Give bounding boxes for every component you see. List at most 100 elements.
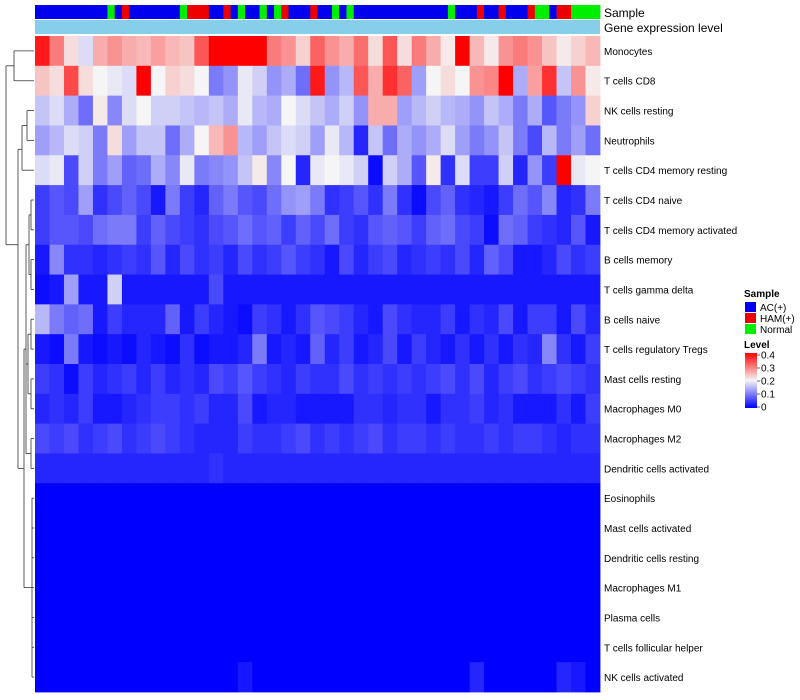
heatmap-cell xyxy=(252,572,268,603)
heatmap-cell xyxy=(150,185,166,216)
heatmap-cell xyxy=(223,125,239,156)
heatmap-cell xyxy=(78,423,94,454)
heatmap-cell xyxy=(542,36,557,67)
heatmap-cell xyxy=(571,602,586,633)
heatmap-cell xyxy=(469,214,485,246)
heatmap-cell xyxy=(353,393,369,425)
heatmap-cell xyxy=(107,334,123,365)
heatmap-cell xyxy=(498,393,514,425)
heatmap-cell xyxy=(571,125,586,156)
heatmap-cell xyxy=(78,572,94,603)
heatmap-cell xyxy=(107,542,123,574)
heatmap-cell xyxy=(397,65,413,97)
heatmap-cell xyxy=(368,125,384,156)
heatmap-cell xyxy=(107,185,123,216)
heatmap-cell xyxy=(455,185,471,216)
heatmap-cell xyxy=(527,453,543,484)
heatmap-cell xyxy=(208,185,224,216)
heatmap-cell xyxy=(63,244,79,275)
heatmap-cell xyxy=(121,185,137,216)
sample-annotation-cell xyxy=(266,5,275,19)
heatmap-cell xyxy=(353,602,369,633)
sample-annotation-cell xyxy=(324,5,333,19)
heatmap-cell xyxy=(150,453,166,484)
heatmap-cell xyxy=(484,542,499,574)
heatmap-cell xyxy=(223,214,239,246)
heatmap-cell xyxy=(165,304,181,335)
heatmap-cell xyxy=(194,185,210,216)
heatmap-cell xyxy=(281,244,297,275)
heatmap-cell xyxy=(92,393,108,425)
heatmap-cell xyxy=(107,483,123,514)
heatmap-cell xyxy=(150,155,166,186)
heatmap-cell xyxy=(179,572,195,603)
heatmap-cell xyxy=(150,572,166,603)
heatmap-cell xyxy=(382,602,398,633)
heatmap-cell xyxy=(469,632,485,663)
heatmap-cell xyxy=(571,662,586,693)
heatmap-cell xyxy=(368,662,384,693)
heatmap-cell xyxy=(455,304,471,335)
heatmap-cell xyxy=(426,364,442,395)
heatmap-cell xyxy=(252,155,268,186)
sample-annotation-cell xyxy=(63,5,72,19)
heatmap-cell xyxy=(353,155,369,186)
heatmap-cell xyxy=(92,244,108,275)
heatmap-cell xyxy=(324,274,340,305)
heatmap-cell xyxy=(295,364,311,395)
heatmap-cell xyxy=(498,542,514,574)
heatmap-cell xyxy=(527,602,543,633)
heatmap-cell xyxy=(368,423,384,454)
heatmap-cell xyxy=(35,214,50,246)
heatmap-cell xyxy=(136,334,152,365)
heatmap-cell xyxy=(121,274,137,305)
heatmap-cell xyxy=(440,274,456,305)
heatmap-cell xyxy=(527,423,543,454)
heatmap-cell xyxy=(513,364,528,395)
heatmap-cell xyxy=(49,393,65,425)
heatmap-cell xyxy=(353,542,369,574)
heatmap-cell xyxy=(382,274,398,305)
heatmap-cell xyxy=(136,483,152,514)
heatmap-cell xyxy=(295,214,311,246)
heatmap-cell xyxy=(223,662,239,693)
heatmap-cell xyxy=(208,513,224,544)
heatmap-cell xyxy=(455,65,471,97)
heatmap-cell xyxy=(382,65,398,97)
heatmap-cell xyxy=(78,662,94,693)
heatmap-cell xyxy=(136,602,152,633)
heatmap-cell xyxy=(542,542,557,574)
heatmap-cell xyxy=(324,125,340,156)
heatmap-cell xyxy=(498,95,514,126)
heatmap-cell xyxy=(49,244,65,275)
heatmap-cell xyxy=(527,36,543,67)
heatmap-cell xyxy=(252,483,268,514)
heatmap-cell xyxy=(165,423,181,454)
heatmap-cell xyxy=(165,542,181,574)
heatmap-cell xyxy=(571,274,586,305)
heatmap-cell xyxy=(527,542,543,574)
heatmap-cell xyxy=(382,334,398,365)
heatmap-cell xyxy=(513,125,528,156)
heatmap-cell xyxy=(63,572,79,603)
heatmap-cell xyxy=(411,513,427,544)
sample-annotation-cell xyxy=(556,5,565,19)
sample-annotation-cell xyxy=(237,5,246,19)
heatmap-cell xyxy=(426,155,442,186)
heatmap-cell xyxy=(571,334,586,365)
heatmap-cell xyxy=(223,632,239,663)
heatmap-cell xyxy=(208,95,224,126)
heatmap-cell xyxy=(382,304,398,335)
sample-annotation-cell xyxy=(375,5,384,19)
heatmap-cell xyxy=(92,155,108,186)
heatmap-cell xyxy=(295,632,311,663)
heatmap-cell xyxy=(281,483,297,514)
sample-annotation-cell xyxy=(274,5,282,19)
heatmap-cell xyxy=(324,214,340,246)
heatmap-cell xyxy=(252,36,268,67)
heatmap-cell xyxy=(136,513,152,544)
heatmap-cell xyxy=(35,423,50,454)
heatmap-cell xyxy=(136,155,152,186)
heatmap-cell xyxy=(266,155,282,186)
heatmap-cell xyxy=(194,155,210,186)
